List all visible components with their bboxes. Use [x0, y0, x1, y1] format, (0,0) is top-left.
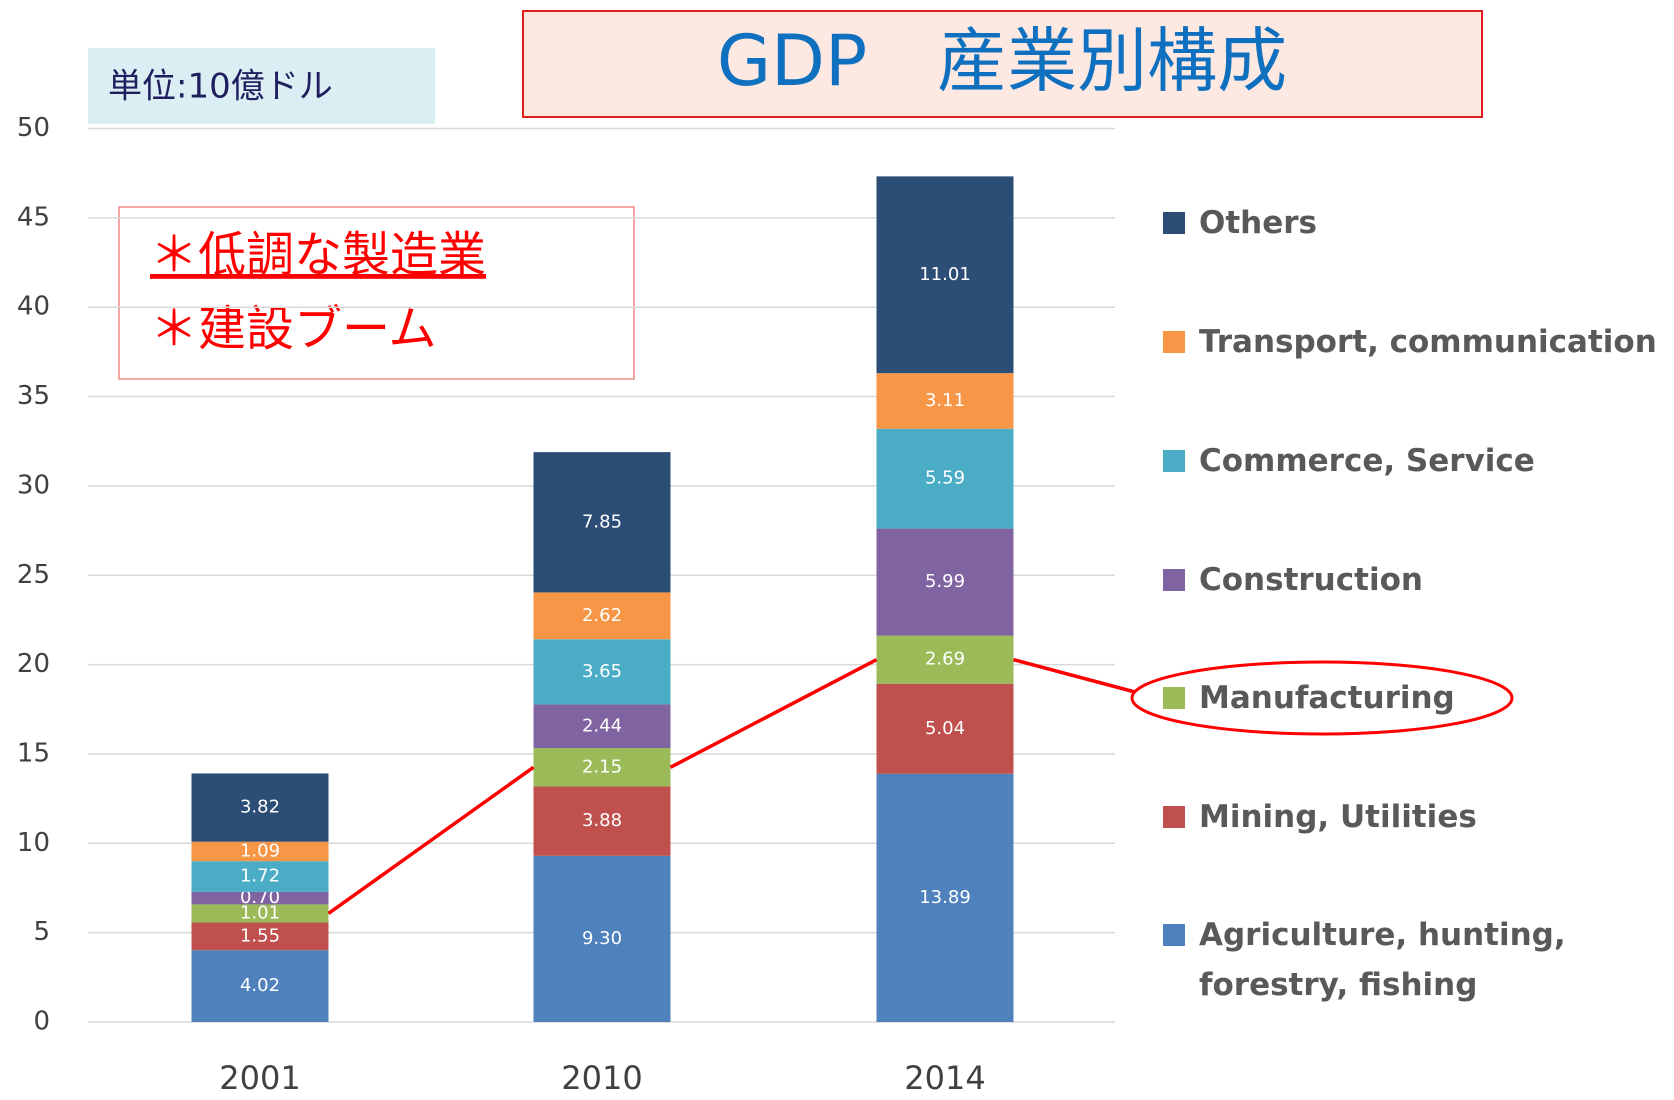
value-label: 2.44 — [582, 715, 622, 736]
bar-segment — [533, 855, 671, 1022]
legend-swatch — [1163, 924, 1185, 946]
value-label: 2.15 — [582, 756, 622, 777]
value-label: 0.70 — [240, 887, 280, 908]
note-box — [118, 206, 635, 380]
bar-segment — [191, 922, 329, 951]
legend-swatch — [1163, 806, 1185, 828]
legend-label: Construction — [1199, 562, 1423, 598]
value-label: 2.62 — [582, 605, 622, 626]
y-tick-label: 5 — [33, 917, 50, 947]
legend-entry: Construction — [1163, 560, 1669, 605]
y-tick-label: 0 — [33, 1007, 50, 1037]
bar-segment — [876, 683, 1014, 774]
bar-segment — [876, 176, 1014, 374]
value-label: 3.11 — [925, 390, 965, 411]
bar-segment — [876, 528, 1014, 636]
bar-segment — [533, 748, 671, 787]
legend-swatch — [1163, 331, 1185, 353]
legend-entry: Mining, Utilities — [1163, 797, 1669, 842]
bar-segment — [191, 773, 329, 842]
bar-segment — [533, 452, 671, 593]
y-tick-label: 45 — [17, 202, 50, 232]
chart-title: GDP 産業別構成 — [717, 20, 1287, 102]
legend-entry: Transport, communication — [1163, 322, 1669, 367]
value-label: 1.01 — [240, 902, 280, 923]
legend-label: Transport, communication — [1199, 324, 1657, 360]
value-label: 5.59 — [925, 468, 965, 489]
value-label: 1.55 — [240, 925, 280, 946]
legend-swatch — [1163, 569, 1185, 591]
value-label: 3.65 — [582, 661, 622, 682]
bar-segment — [191, 904, 329, 923]
bar-segment — [191, 891, 329, 905]
x-tick-label: 2014 — [904, 1059, 985, 1097]
legend-entry: Agriculture, hunting, forestry, fishing — [1163, 915, 1669, 1010]
value-label: 1.72 — [240, 866, 280, 887]
bar-segment — [191, 950, 329, 1022]
highlight-line — [327, 765, 535, 915]
highlight-line — [1013, 657, 1136, 694]
unit-label: 単位:10億ドル — [108, 67, 333, 107]
y-tick-label: 25 — [17, 560, 50, 590]
y-tick-label: 10 — [17, 828, 50, 858]
legend-label: Commerce, Service — [1199, 443, 1535, 479]
legend-label: Agriculture, hunting, forestry, fishing — [1199, 917, 1566, 1003]
value-label: 7.85 — [582, 511, 622, 532]
bar-segment — [876, 373, 1014, 429]
value-label: 9.30 — [582, 928, 622, 949]
unit-box — [88, 48, 435, 124]
value-label: 2.69 — [925, 649, 965, 670]
legend-entry: Others — [1163, 203, 1669, 248]
value-label: 11.01 — [919, 264, 971, 285]
bar-segment — [533, 704, 671, 749]
note-line: ＊低調な製造業 — [150, 227, 486, 283]
x-tick-label: 2010 — [561, 1059, 642, 1097]
bar-segment — [876, 773, 1014, 1022]
bar-segment — [191, 841, 329, 862]
legend-swatch — [1163, 687, 1185, 709]
legend-entry: Commerce, Service — [1163, 441, 1669, 486]
highlight-ellipse — [1130, 660, 1514, 736]
value-label: 13.89 — [919, 887, 971, 908]
title-box — [522, 10, 1483, 118]
bar-segment — [876, 428, 1014, 529]
x-tick-label: 2001 — [219, 1059, 300, 1097]
value-label: 5.99 — [925, 571, 965, 592]
value-label: 3.82 — [240, 797, 280, 818]
y-tick-label: 20 — [17, 649, 50, 679]
y-tick-label: 35 — [17, 381, 50, 411]
legend-swatch — [1163, 212, 1185, 234]
legend-entry: Manufacturing — [1163, 678, 1669, 723]
y-tick-label: 30 — [17, 470, 50, 500]
legend-swatch — [1163, 450, 1185, 472]
legend-label: Mining, Utilities — [1199, 799, 1477, 835]
bar-segment — [533, 639, 671, 705]
value-label: 4.02 — [240, 975, 280, 996]
value-label: 1.09 — [240, 840, 280, 861]
legend-label: Others — [1199, 205, 1318, 241]
note-line: ＊建設ブーム — [150, 301, 437, 357]
highlight-line — [669, 658, 878, 769]
value-label: 3.88 — [582, 810, 622, 831]
bar-segment — [191, 861, 329, 892]
bar-segment — [876, 635, 1014, 684]
y-tick-label: 40 — [17, 292, 50, 322]
legend-label: Manufacturing — [1199, 680, 1455, 716]
bar-segment — [533, 786, 671, 856]
bar-segment — [533, 592, 671, 640]
y-tick-label: 15 — [17, 738, 50, 768]
value-label: 5.04 — [925, 718, 965, 739]
y-tick-label: 50 — [17, 113, 50, 143]
